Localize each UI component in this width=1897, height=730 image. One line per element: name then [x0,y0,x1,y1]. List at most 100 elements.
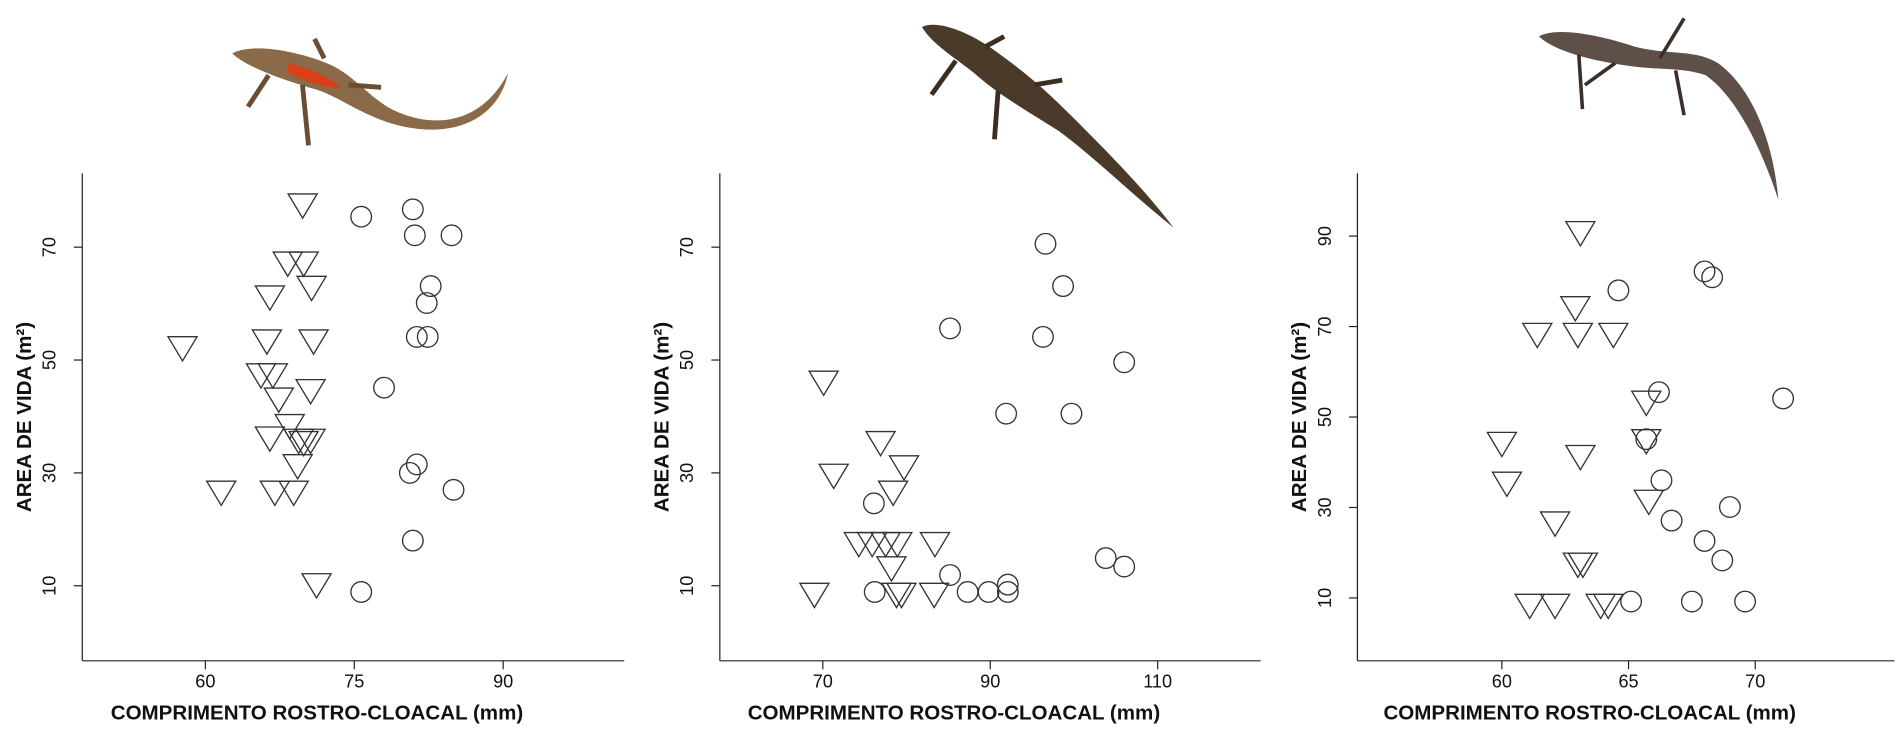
triangle-marker [844,533,873,557]
triangle-marker [1523,323,1552,347]
triangle-marker [1568,553,1597,577]
triangle-marker [299,330,328,354]
x-tick-label: 90 [493,671,513,691]
circle-marker [1661,510,1682,531]
triangle-marker [920,533,949,557]
triangle-marker [279,481,308,505]
x-tick-label: 60 [1492,671,1512,691]
y-tick-label: 10 [40,576,60,596]
circle-marker [1636,429,1657,450]
triangle-marker [1487,432,1516,456]
y-tick-label: 50 [1315,407,1335,427]
figure: 10 30 50 70 60 75 90 COMPRIMENTO ROSTRO-CLOACAL… [0,0,1897,730]
x-axis-label: COMPRIMENTO ROSTRO-CLOACAL (mm) [748,701,1160,724]
triangle-marker [1566,222,1595,246]
triangle-marker [882,583,911,607]
triangle-marker [866,432,895,456]
circle-marker [1694,531,1715,552]
circle-marker [1712,550,1733,571]
y-axis-label: AREA DE VIDA (m²) [1288,322,1311,512]
y-tick-label: 30 [40,463,60,483]
triangle-marker [879,481,908,505]
circle-marker [864,493,885,514]
lizard-illustration [922,25,1174,228]
circle-marker [1773,388,1794,409]
triangle-marker [1563,323,1592,347]
y-axis-label: AREA DE VIDA (m²) [650,322,673,512]
triangle-marker [920,583,949,607]
circle-marker [1114,352,1135,373]
circle-marker [1035,233,1056,254]
x-tick-label: 75 [344,671,364,691]
triangle-marker [809,371,838,395]
triangle-marker [255,427,284,451]
triangle-marker [889,456,918,480]
triangle-marker [302,574,331,598]
y-tick-label: 90 [1315,226,1335,246]
y-tick-label: 70 [677,237,697,257]
lizard-illustration [1539,18,1779,199]
circle-marker [1095,548,1116,569]
triangle-marker [1634,490,1663,514]
y-tick-label: 50 [677,350,697,370]
circle-marker [1114,556,1135,577]
circle-marker [996,403,1017,424]
triangle-marker [1515,594,1544,618]
circle-marker [1735,591,1756,612]
triangle-marker [1492,472,1521,496]
circle-marker [1649,382,1670,403]
circle-marker [441,225,462,246]
y-tick-label: 50 [40,350,60,370]
circle-marker [403,530,424,551]
triangle-marker [877,557,906,581]
circle-marker [1694,261,1715,282]
triangle-marker [1541,594,1570,618]
circle-marker [1720,497,1741,518]
circle-marker [403,199,424,220]
x-tick-label: 65 [1618,671,1638,691]
triangle-marker [296,380,325,404]
triangle-marker [264,388,293,412]
circle-marker [864,582,885,603]
triangle-marker [1599,323,1628,347]
circle-marker [400,463,421,484]
triangle-marker [260,481,289,505]
circle-marker [405,225,426,246]
triangle-marker [168,337,197,361]
circle-marker [1621,591,1642,612]
triangle-marker [297,276,326,300]
circle-marker [1061,403,1082,424]
circle-marker [978,582,999,603]
triangle-marker [1563,553,1592,577]
y-tick-label: 30 [677,463,697,483]
circle-marker [351,582,372,603]
triangle-marker [1632,391,1661,415]
x-tick-label: 110 [1143,671,1172,691]
triangle-marker [887,583,916,607]
triangle-marker [255,286,284,310]
circle-marker [1053,276,1074,297]
x-tick-label: 90 [980,671,1000,691]
x-tick-label: 70 [813,671,833,691]
x-tick-label: 70 [1745,671,1765,691]
triangle-marker [1566,445,1595,469]
y-tick-label: 70 [1315,316,1335,336]
triangle-marker [289,252,318,276]
y-tick-label: 30 [1315,497,1335,517]
triangle-marker [273,252,302,276]
circle-marker [1682,591,1703,612]
triangle-marker [858,533,887,557]
page: 10 30 50 70 60 75 90 COMPRIMENTO ROSTRO-CLOACAL… [0,0,1897,730]
y-tick-label: 70 [40,237,60,257]
circle-marker [1702,267,1723,288]
triangle-marker [283,455,312,479]
circle-marker [940,565,961,586]
circle-marker [351,206,372,227]
x-axis-label: COMPRIMENTO ROSTRO-CLOACAL (mm) [1383,701,1795,724]
triangle-marker [800,583,829,607]
triangle-marker [207,481,236,505]
triangle-marker [252,330,281,354]
